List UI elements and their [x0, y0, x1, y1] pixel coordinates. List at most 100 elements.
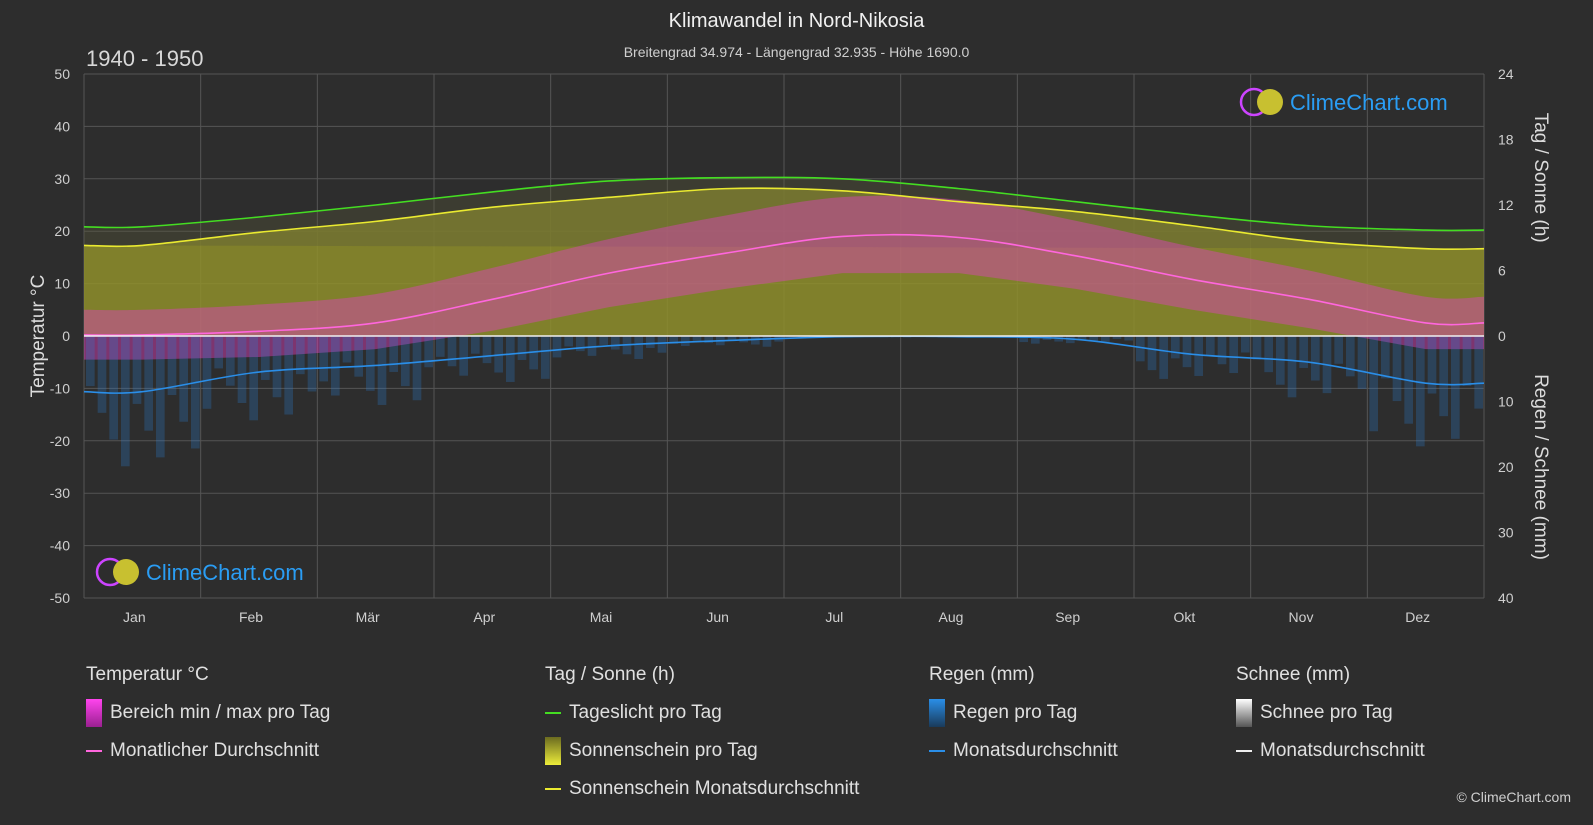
rain-bar	[202, 336, 212, 409]
rain-bar	[541, 336, 550, 379]
y-right-rain-tick-label: 20	[1498, 459, 1514, 475]
y-right-rain-tick-label: 40	[1498, 590, 1514, 606]
rain-bar	[366, 336, 375, 391]
y-left-tick-label: -50	[50, 590, 70, 606]
x-tick-label: Nov	[1289, 609, 1314, 625]
sunshine-avg-line	[83, 187, 1485, 251]
legend-item-rain-avg: Monatsdurchschnitt	[929, 740, 1118, 762]
rain-bar	[214, 336, 223, 369]
sunshine-area	[84, 188, 1484, 336]
rain-bar	[132, 336, 142, 404]
rain-bar	[109, 336, 118, 440]
rain-bar	[506, 336, 515, 382]
rain-bar	[1451, 336, 1460, 439]
series-lines	[83, 176, 1485, 394]
legend-label: Sonnenschein pro Tag	[569, 740, 758, 761]
rain-bar	[319, 336, 328, 382]
rain-swatch	[929, 699, 945, 727]
rain-bar	[646, 336, 655, 348]
rain-bar	[1124, 336, 1133, 341]
x-tick-label: Jan	[123, 609, 146, 625]
legend-sun: Tag / Sonne (h) Tageslicht pro Tag Sonne…	[545, 664, 859, 816]
rain-bar	[1159, 336, 1168, 379]
rain-bar	[167, 336, 177, 396]
snow-avg-swatch	[1236, 750, 1252, 752]
chart-title: Klimawandel in Nord-Nikosia	[668, 10, 925, 32]
x-tick-label: Feb	[239, 609, 263, 625]
legend-label: Schnee pro Tag	[1260, 702, 1393, 723]
rain-bar	[237, 336, 247, 404]
rain-bar	[1171, 336, 1180, 359]
legend-label: Monatsdurchschnitt	[1260, 740, 1425, 761]
rain-bar	[86, 336, 95, 387]
rain-bar	[494, 336, 503, 373]
legend-item-temp-range: Bereich min / max pro Tag	[86, 699, 330, 727]
rain-bar	[1112, 336, 1122, 339]
y-right-rain-tick-label: 30	[1498, 525, 1514, 541]
legend-label: Tageslicht pro Tag	[569, 702, 722, 723]
x-tick-label: Apr	[473, 609, 495, 625]
rain-bar	[307, 336, 317, 392]
rain-bar	[657, 336, 667, 353]
rain-bar	[634, 336, 643, 359]
rain-bar	[1031, 336, 1040, 344]
rain-bar	[156, 336, 165, 458]
logo-text: ClimeChart.com	[1290, 90, 1448, 115]
rain-bar	[1392, 336, 1402, 402]
daylight-area	[84, 177, 1484, 249]
rain-avg-swatch	[929, 750, 945, 752]
legend-item-sunshine: Sonnenschein pro Tag	[545, 737, 859, 765]
temp-range-swatch	[86, 699, 102, 727]
rain-bar	[1252, 336, 1262, 360]
logo-top-right: ClimeChart.com	[1239, 87, 1448, 117]
rain-bar	[727, 336, 737, 341]
rain-bar	[436, 336, 445, 357]
legend-item-daylight: Tageslicht pro Tag	[545, 702, 859, 724]
rain-bar	[704, 336, 713, 344]
legend-snow: Schnee (mm) Schnee pro Tag Monatsdurchsc…	[1236, 664, 1425, 778]
rain-avg-line	[83, 335, 1485, 394]
rain-bar	[424, 336, 433, 368]
chart-subtitle: Breitengrad 34.974 - Längengrad 32.935 -…	[623, 44, 970, 60]
rain-bar	[681, 336, 690, 346]
rain-bar	[564, 336, 573, 347]
rain-bar	[1474, 336, 1483, 409]
legend-item-rain: Regen pro Tag	[929, 699, 1118, 727]
rain-bar	[762, 336, 772, 347]
x-tick-label: Sep	[1055, 609, 1080, 625]
sunshine-avg-swatch	[545, 788, 561, 790]
x-tick-label: Okt	[1173, 609, 1195, 625]
y-right-rain-axis-title: Regen / Schnee (mm)	[1530, 374, 1551, 560]
rain-bar	[296, 336, 305, 375]
legend-temperature-title: Temperatur °C	[86, 664, 209, 685]
y-left-tick-label: 20	[54, 223, 70, 239]
rain-bar	[179, 336, 188, 422]
rain-bar	[1427, 336, 1437, 394]
axes: 50 40 30 20 10 0 -10 -20 -30 -40 -50 Jan Feb Mär Apr Ma…	[28, 66, 1551, 625]
rain-bar	[552, 336, 562, 358]
legend-label: Monatsdurchschnitt	[953, 740, 1118, 761]
rain-bar	[389, 336, 398, 372]
y-right-sun-tick-label: 6	[1498, 263, 1506, 279]
y-right-sun-tick-label: 18	[1498, 132, 1514, 148]
rain-bar	[1299, 336, 1308, 368]
logo-sun-icon	[1257, 89, 1283, 115]
rain-bar	[1369, 336, 1378, 432]
legend-snow-title: Schnee (mm)	[1236, 664, 1351, 685]
rain-bar	[331, 336, 340, 396]
y-right-sun-axis-title: Tag / Sonne (h)	[1530, 113, 1551, 243]
rain-bar	[354, 336, 363, 377]
y-right-sun-tick-label: 24	[1498, 66, 1514, 82]
rain-bar	[517, 336, 527, 360]
rain-bar	[1136, 336, 1145, 362]
rain-bar	[1194, 336, 1203, 376]
rain-bar	[1101, 336, 1110, 343]
logo-text: ClimeChart.com	[146, 560, 304, 585]
rain-bar	[226, 336, 235, 386]
logo-sun-icon	[113, 559, 139, 585]
rain-bar	[97, 336, 107, 413]
y-left-tick-label: 50	[54, 66, 70, 82]
rain-bar	[587, 336, 597, 356]
x-tick-label: Aug	[939, 609, 964, 625]
rain-bar	[692, 336, 702, 341]
